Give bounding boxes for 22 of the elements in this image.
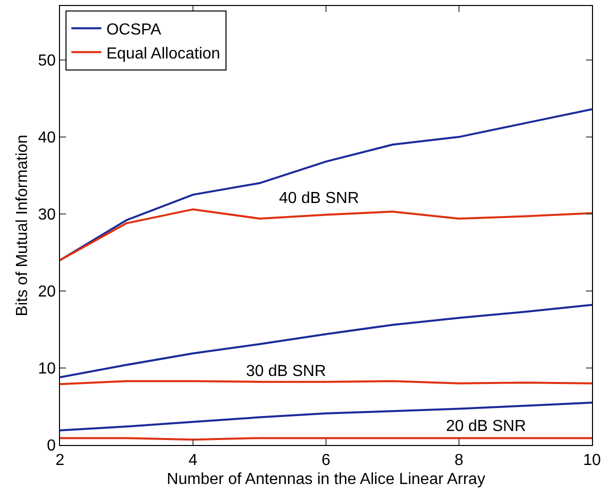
x-axis-title: Number of Antennas in the Alice Linear Array — [166, 470, 486, 488]
line-series — [60, 304, 592, 378]
y-tick-label: 50 — [38, 52, 56, 70]
y-tick-label: 10 — [38, 360, 56, 378]
legend-label: Equal Allocation — [106, 45, 220, 62]
annotation: 20 dB SNR — [446, 418, 526, 435]
x-tick-label: 8 — [454, 452, 464, 470]
line-series — [60, 108, 592, 262]
legend-label: OCSPA — [106, 22, 162, 39]
y-tick-label: 40 — [38, 130, 56, 147]
annotation: 30 dB SNR — [246, 363, 326, 380]
x-tick-label: 6 — [322, 452, 331, 470]
line-series — [60, 402, 592, 432]
y-tick-label: 0 — [46, 438, 56, 455]
y-tick-label: 20 — [38, 284, 56, 301]
y-axis-title: Bits of Mutual Information — [14, 134, 31, 316]
y-tick-label: 30 — [38, 206, 56, 224]
annotation: 40 dB SNR — [279, 190, 360, 207]
x-tick-label: 10 — [583, 452, 601, 470]
x-tick-label: 2 — [56, 452, 65, 470]
x-tick-label: 4 — [188, 452, 198, 470]
line-series — [60, 208, 592, 262]
